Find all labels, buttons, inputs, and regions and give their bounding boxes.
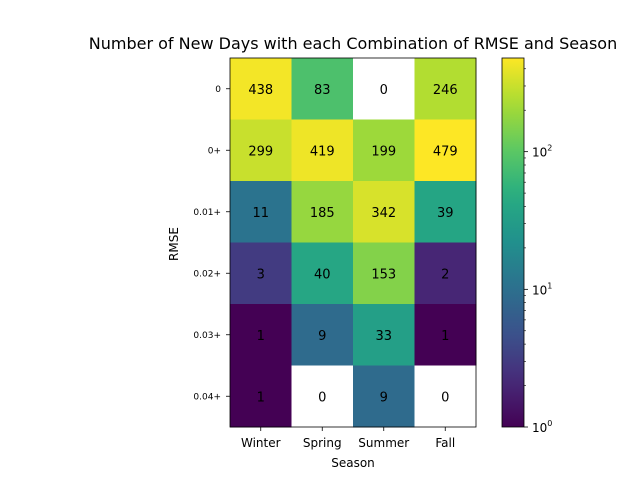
colorbar-tick-label: 102 — [532, 144, 552, 160]
y-tick-label: 0.03+ — [193, 331, 221, 341]
cell-value-label: 185 — [310, 206, 335, 221]
colorbar-tick-label: 101 — [532, 281, 552, 297]
y-axis-label: RMSE — [167, 227, 181, 261]
cell-value-label: 2 — [441, 267, 449, 282]
cell-value-label: 1 — [441, 329, 449, 344]
heatmap-cell — [353, 181, 415, 243]
colorbar-ticks: 100 101 102 — [524, 68, 552, 435]
heatmap-cell — [353, 119, 415, 182]
x-tick-label: Spring — [303, 436, 342, 450]
heatmap-cell — [353, 58, 415, 120]
y-axis-ticks: 0 0+ 0.01+ 0.02+ 0.03+ 0.04+ — [193, 85, 230, 402]
heatmap-cell — [230, 242, 292, 305]
cell-value-label: 40 — [314, 267, 331, 282]
heatmap-cell — [414, 181, 477, 243]
cell-value-label: 0 — [318, 390, 326, 405]
cell-value-label: 419 — [310, 144, 335, 159]
colorbar — [501, 57, 525, 428]
cell-value-label: 438 — [248, 83, 273, 98]
cell-value-label: 153 — [371, 267, 396, 282]
cell-value-label: 11 — [252, 206, 269, 221]
heatmap-cell — [353, 304, 415, 366]
heatmap-cell — [414, 119, 477, 182]
cell-value-label: 246 — [433, 83, 458, 98]
heatmap-cell — [414, 242, 477, 305]
cell-value-label: 39 — [437, 206, 454, 221]
heatmap-cell — [414, 304, 477, 366]
heatmap-cell — [291, 181, 354, 243]
heatmap-cell — [291, 119, 354, 182]
heatmap-cell — [230, 181, 292, 243]
cell-value-label: 83 — [314, 83, 331, 98]
x-tick-label: Winter — [241, 436, 281, 450]
heatmap-cell — [230, 119, 292, 182]
y-tick-label: 0.01+ — [193, 208, 221, 218]
plot-frame — [229, 57, 477, 428]
y-tick-label: 0 — [215, 85, 221, 95]
cell-value-label: 9 — [318, 329, 326, 344]
cell-value-label: 1 — [257, 390, 265, 405]
heatmap-cell — [291, 365, 354, 428]
x-tick-label: Fall — [435, 436, 455, 450]
cell-value-label: 199 — [371, 144, 396, 159]
y-tick-label: 0.02+ — [193, 269, 221, 279]
cell-value-label: 479 — [433, 144, 458, 159]
heatmap-cell — [230, 304, 292, 366]
heatmap-cell — [230, 365, 292, 428]
chart-title: Number of New Days with each Combination… — [89, 34, 617, 53]
cell-value-label: 1 — [257, 329, 265, 344]
y-tick-label: 0.04+ — [193, 392, 221, 402]
heatmap-cell — [291, 304, 354, 366]
x-axis-label: Season — [331, 456, 375, 470]
heatmap-cell — [353, 242, 415, 305]
cell-value-label: 0 — [380, 83, 388, 98]
heatmap-cell — [353, 365, 415, 428]
cell-value-label: 9 — [380, 390, 388, 405]
heatmap-cell — [414, 58, 477, 120]
heatmap-cell — [414, 365, 477, 428]
heatmap-cell — [291, 242, 354, 305]
cell-value-label: 342 — [371, 206, 396, 221]
x-axis-ticks: Winter Spring Summer Fall — [241, 427, 455, 450]
cell-value-label: 0 — [441, 390, 449, 405]
cell-value-label: 33 — [375, 329, 392, 344]
y-tick-label: 0+ — [208, 146, 221, 156]
cell-value-label: 3 — [257, 267, 265, 282]
heatmap-cell — [230, 58, 292, 120]
cell-value-label: 299 — [248, 144, 273, 159]
heatmap-cell — [291, 58, 354, 120]
colorbar-tick-label: 100 — [532, 419, 552, 435]
x-tick-label: Summer — [358, 436, 409, 450]
